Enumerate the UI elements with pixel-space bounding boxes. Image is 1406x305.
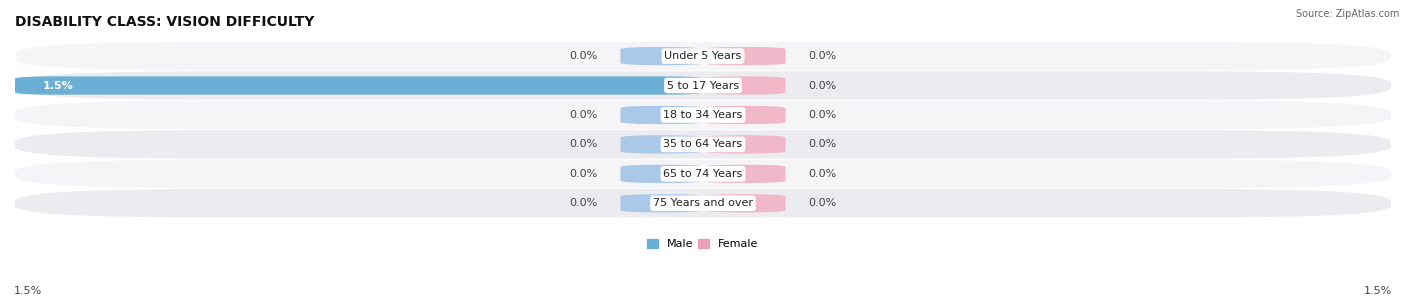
FancyBboxPatch shape	[620, 165, 703, 183]
FancyBboxPatch shape	[703, 165, 786, 183]
Text: 0.0%: 0.0%	[808, 169, 837, 179]
FancyBboxPatch shape	[15, 189, 1391, 217]
Text: 65 to 74 Years: 65 to 74 Years	[664, 169, 742, 179]
Text: 0.0%: 0.0%	[808, 81, 837, 91]
Text: 0.0%: 0.0%	[569, 169, 598, 179]
Text: 35 to 64 Years: 35 to 64 Years	[664, 139, 742, 149]
Text: DISABILITY CLASS: VISION DIFFICULTY: DISABILITY CLASS: VISION DIFFICULTY	[15, 15, 315, 29]
Text: 0.0%: 0.0%	[808, 110, 837, 120]
FancyBboxPatch shape	[15, 160, 1391, 188]
FancyBboxPatch shape	[620, 135, 703, 153]
Text: 0.0%: 0.0%	[569, 139, 598, 149]
Text: 0.0%: 0.0%	[569, 198, 598, 208]
FancyBboxPatch shape	[703, 76, 786, 95]
Text: Under 5 Years: Under 5 Years	[665, 51, 741, 61]
FancyBboxPatch shape	[15, 101, 1391, 129]
FancyBboxPatch shape	[703, 135, 786, 153]
Text: 1.5%: 1.5%	[1364, 286, 1392, 296]
FancyBboxPatch shape	[703, 194, 786, 212]
Text: 0.0%: 0.0%	[808, 51, 837, 61]
FancyBboxPatch shape	[15, 42, 1391, 70]
FancyBboxPatch shape	[15, 71, 1391, 100]
Text: 5 to 17 Years: 5 to 17 Years	[666, 81, 740, 91]
Text: 1.5%: 1.5%	[42, 81, 73, 91]
Text: 75 Years and over: 75 Years and over	[652, 198, 754, 208]
FancyBboxPatch shape	[620, 47, 703, 65]
FancyBboxPatch shape	[703, 47, 786, 65]
Text: 0.0%: 0.0%	[808, 198, 837, 208]
FancyBboxPatch shape	[703, 106, 786, 124]
Text: 0.0%: 0.0%	[808, 139, 837, 149]
Text: 18 to 34 Years: 18 to 34 Years	[664, 110, 742, 120]
Text: 1.5%: 1.5%	[14, 286, 42, 296]
Legend: Male, Female: Male, Female	[643, 234, 763, 253]
FancyBboxPatch shape	[15, 76, 703, 95]
FancyBboxPatch shape	[620, 194, 703, 212]
FancyBboxPatch shape	[15, 130, 1391, 159]
Text: 0.0%: 0.0%	[569, 110, 598, 120]
Text: Source: ZipAtlas.com: Source: ZipAtlas.com	[1295, 9, 1399, 19]
Text: 0.0%: 0.0%	[569, 51, 598, 61]
FancyBboxPatch shape	[620, 106, 703, 124]
